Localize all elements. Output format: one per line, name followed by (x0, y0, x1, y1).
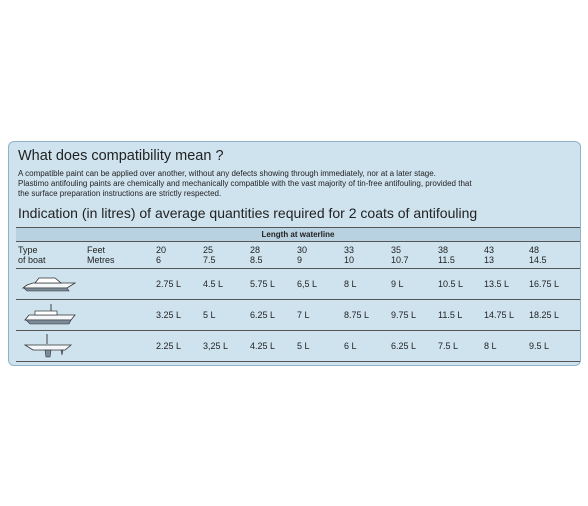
feet-value: 20 (156, 245, 167, 255)
metres-value: 13 (484, 255, 495, 265)
table-header: Type of boat Feet Metres 20 6 25 7.5 28 8.5 30… (16, 241, 580, 269)
quantity-cell: 9.5 L (529, 341, 550, 351)
quantity-cell: 9 L (391, 279, 404, 289)
feet-value: 48 (529, 245, 540, 255)
length-header: Length at waterline (16, 227, 580, 241)
quantity-cell: 3,25 L (203, 341, 229, 351)
quantity-cell: 5.75 L (250, 279, 276, 289)
metres-value: 6 (156, 255, 162, 265)
table-row: 2.25 L 3,25 L 4.25 L 5 L 6 L 6.25 L 7.5 L 8 L 9.… (16, 331, 580, 362)
motor-sailer-icon (24, 304, 76, 325)
quantity-cell: 5 L (203, 310, 216, 320)
quantity-cell: 8 L (344, 279, 357, 289)
table-row: 3.25 L 5 L 6.25 L 7 L 8.75 L 9.75 L 11.5 L 14.7… (16, 300, 580, 331)
metres-value: 10 (344, 255, 355, 265)
table-row: 2.75 L 4.5 L 5.75 L 6,5 L 8 L 9 L 10.5 L 13.5 L… (16, 269, 580, 300)
feet-value: 30 (297, 245, 308, 255)
feet-value: 35 (391, 245, 402, 255)
sailboat-hull-icon (23, 334, 73, 358)
type-label-2: of boat (18, 255, 46, 265)
motorboat-icon (21, 277, 77, 292)
quantity-cell: 3.25 L (156, 310, 182, 320)
paragraph-line-1: A compatible paint can be applied over a… (18, 169, 436, 178)
quantity-cell: 6.25 L (391, 341, 417, 351)
quantity-cell: 5 L (297, 341, 310, 351)
quantity-cell: 6,5 L (297, 279, 318, 289)
metres-value: 8.5 (250, 255, 263, 265)
quantity-cell: 8.75 L (344, 310, 370, 320)
paragraph-line-3: the surface preparation instructions are… (18, 189, 222, 198)
quantity-cell: 18.25 L (529, 310, 560, 320)
quantity-cell: 2.75 L (156, 279, 182, 289)
quantity-cell: 13.5 L (484, 279, 510, 289)
paragraph-line-2: Plastimo antifouling paints are chemical… (18, 179, 472, 188)
quantity-cell: 4.25 L (250, 341, 276, 351)
quantity-cell: 2.25 L (156, 341, 182, 351)
metres-value: 10.7 (391, 255, 409, 265)
quantity-cell: 8 L (484, 341, 497, 351)
feet-value: 43 (484, 245, 495, 255)
feet-label: Feet (87, 245, 106, 255)
quantity-cell: 11.5 L (438, 310, 463, 320)
quantity-cell: 7.5 L (438, 341, 459, 351)
feet-value: 38 (438, 245, 449, 255)
quantity-cell: 6 L (344, 341, 357, 351)
metres-value: 7.5 (203, 255, 216, 265)
quantity-cell: 14.75 L (484, 310, 515, 320)
feet-value: 25 (203, 245, 214, 255)
quantity-cell: 16.75 L (529, 279, 560, 289)
quantity-cell: 4.5 L (203, 279, 224, 289)
metres-value: 9 (297, 255, 303, 265)
quantity-cell: 7 L (297, 310, 310, 320)
panel-title: What does compatibility mean ? (18, 148, 224, 164)
quantity-cell: 9.75 L (391, 310, 417, 320)
metres-value: 14.5 (529, 255, 547, 265)
compatibility-panel: What does compatibility mean ? A compati… (8, 141, 581, 366)
metres-label: Metres (87, 255, 115, 265)
quantity-cell: 10.5 L (438, 279, 464, 289)
type-label-1: Type (18, 245, 38, 255)
feet-value: 33 (344, 245, 355, 255)
metres-value: 11.5 (438, 255, 455, 265)
table-subtitle: Indication (in litres) of average quanti… (18, 205, 478, 221)
quantity-cell: 6.25 L (250, 310, 276, 320)
feet-value: 28 (250, 245, 261, 255)
